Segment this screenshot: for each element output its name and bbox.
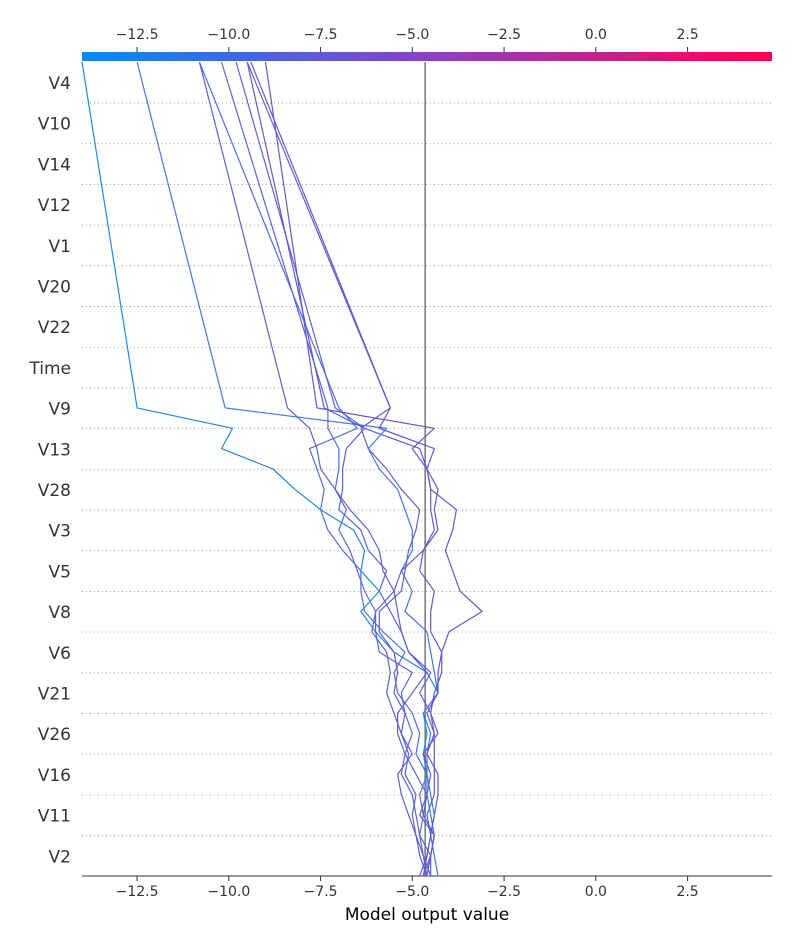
decision-line-6 [198, 61, 428, 877]
top-tick-label: 0.0 [585, 27, 607, 43]
feature-label: V11 [38, 807, 71, 827]
bottom-tick-label: −7.5 [304, 884, 338, 900]
x-axis-title: Model output value [345, 905, 509, 925]
feature-label: V1 [49, 237, 71, 257]
feature-label: V16 [38, 766, 71, 786]
top-tick-label: −7.5 [304, 27, 338, 43]
feature-label: V10 [38, 115, 71, 135]
top-axis: −12.5 −10.0 −7.5 −5.0 −2.5 0.0 2.5 [116, 27, 699, 52]
feature-label: V6 [49, 644, 71, 664]
feature-label: V12 [38, 196, 71, 216]
feature-label: V22 [38, 318, 71, 338]
bottom-tick-label: −5.0 [395, 884, 429, 900]
decision-line-10 [246, 61, 483, 877]
feature-label: V3 [49, 522, 71, 542]
decision-line-5 [235, 61, 435, 877]
top-tick-label: −10.0 [207, 27, 250, 43]
bottom-tick-label: −12.5 [116, 884, 159, 900]
feature-label: V2 [49, 847, 71, 867]
top-tick-label: 2.5 [676, 27, 698, 43]
top-tick-label: −5.0 [395, 27, 429, 43]
feature-label: V9 [49, 400, 71, 420]
feature-label: V26 [38, 725, 71, 745]
bottom-tick-label: 0.0 [585, 884, 607, 900]
decision-lines [81, 61, 483, 877]
colorbar [82, 52, 772, 61]
feature-label: V8 [49, 603, 71, 623]
top-tick-label: −12.5 [116, 27, 159, 43]
bottom-axis: −12.5 −10.0 −7.5 −5.0 −2.5 0.0 2.5 [82, 875, 772, 900]
bottom-tick-label: 2.5 [676, 884, 698, 900]
bottom-tick-label: −10.0 [207, 884, 250, 900]
top-tick-label: −2.5 [487, 27, 521, 43]
decision-line-1 [81, 61, 439, 877]
decision-line-2 [136, 61, 439, 877]
decision-line-4 [220, 61, 432, 876]
feature-label: V20 [38, 278, 71, 298]
feature-label: V13 [38, 440, 71, 460]
bottom-tick-label: −2.5 [487, 884, 521, 900]
feature-label: V14 [38, 155, 71, 175]
feature-label: V5 [49, 562, 71, 582]
feature-label: V28 [38, 481, 71, 501]
decision-line-7 [246, 61, 432, 877]
feature-labels: V4 V10 V14 V12 V1 V20 V22 Time V9 V13 V28 V3 V5 V8 V6 V… [28, 74, 71, 867]
decision-line-3 [198, 61, 428, 877]
feature-label: V21 [38, 685, 71, 705]
feature-label: Time [28, 359, 71, 379]
feature-label: V4 [49, 74, 71, 94]
